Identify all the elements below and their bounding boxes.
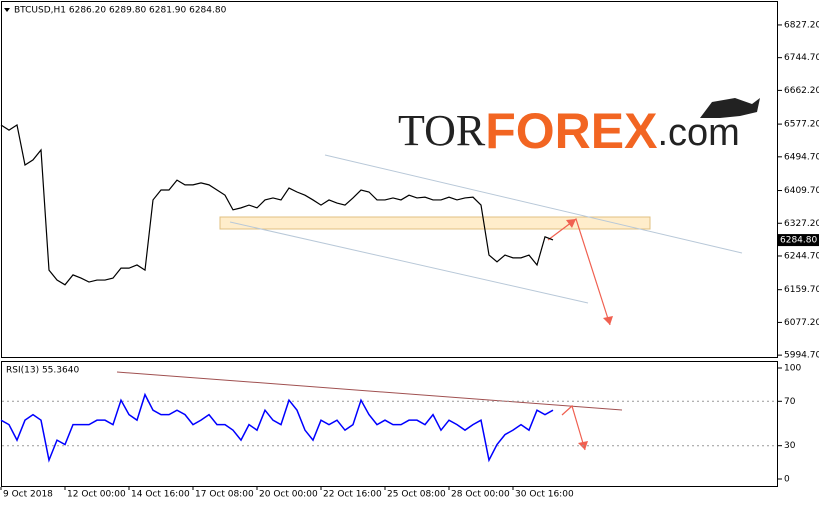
data-line [0, 123, 554, 286]
y-tick-label: 6327.20 [784, 219, 819, 229]
x-tick-label: 20 Oct 00:00 [259, 490, 318, 500]
y-tick-label: 6077.20 [784, 318, 819, 328]
last-price-label: 6284.80 [780, 236, 817, 246]
chart-title: BTCUSD,H1 6286.20 6289.80 6281.90 6284.8… [14, 6, 227, 16]
resistance-zone [219, 216, 651, 230]
watermark-text: TORFOREX.com [398, 103, 740, 159]
channel-upper [324, 154, 743, 254]
y-tick-label: 6159.70 [784, 285, 819, 295]
y-tick-label: 100 [784, 364, 801, 374]
x-tick-label: 12 Oct 00:00 [67, 490, 126, 500]
x-tick-label: 25 Oct 08:00 [387, 490, 446, 500]
last-price-box [778, 234, 819, 247]
y-tick-label: 6827.20 [784, 20, 819, 30]
y-tick-label: 30 [784, 441, 796, 451]
menu-triangle [4, 8, 10, 12]
y-tick-label: 5994.70 [784, 351, 819, 361]
data-line [0, 392, 554, 463]
y-tick-label: 6409.70 [784, 186, 819, 196]
y-tick-label: 6744.70 [784, 53, 819, 63]
x-tick-label: 22 Oct 16:00 [323, 490, 382, 500]
watermark-part: TOR [398, 106, 486, 155]
y-tick-label: 70 [784, 397, 796, 407]
bull-icon [700, 98, 760, 118]
watermark-part: FOREX [485, 103, 657, 159]
forecast-arrow [561, 404, 586, 451]
rsi-trendline [116, 371, 623, 411]
rsi-title: RSI(13) 55.3640 [6, 366, 79, 376]
y-tick-label: 6244.70 [784, 251, 819, 261]
x-tick-label: 30 Oct 16:00 [515, 490, 574, 500]
watermark-part: .com [657, 112, 739, 154]
x-tick-label: 28 Oct 00:00 [451, 490, 510, 500]
x-tick-label: 9 Oct 2018 [3, 490, 53, 500]
y-tick-label: 0 [784, 475, 790, 485]
y-tick-label: 6662.20 [784, 86, 819, 96]
price-panel-frame [1, 1, 778, 358]
x-tick-label: 17 Oct 08:00 [195, 490, 254, 500]
rsi-panel-frame [1, 361, 778, 487]
watermark: TORFOREX.com [398, 98, 760, 159]
y-tick-label: 6577.20 [784, 120, 819, 130]
channel-lower [229, 221, 589, 304]
y-tick-label: 6494.70 [784, 152, 819, 162]
x-tick-label: 14 Oct 16:00 [131, 490, 190, 500]
